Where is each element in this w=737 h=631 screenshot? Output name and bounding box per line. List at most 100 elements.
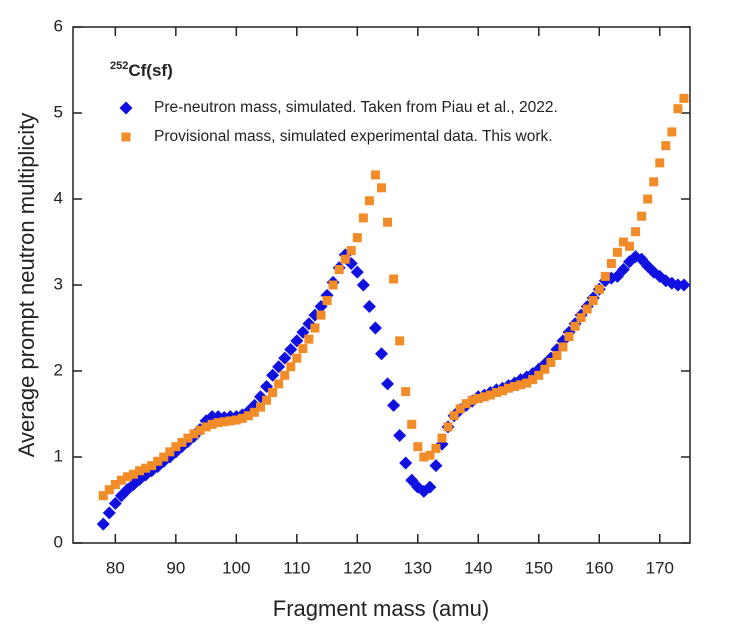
point — [108, 496, 122, 510]
point — [350, 265, 364, 279]
point — [473, 394, 483, 404]
point — [516, 380, 526, 390]
point — [606, 259, 616, 268]
point — [437, 433, 447, 443]
point — [407, 419, 417, 429]
point — [673, 104, 683, 114]
point — [546, 357, 556, 367]
point — [284, 343, 298, 356]
point — [461, 399, 471, 409]
annotation-text: Cf(sf) — [128, 61, 172, 80]
point — [497, 386, 507, 396]
point — [135, 466, 145, 476]
point — [564, 332, 574, 342]
point — [102, 506, 116, 520]
point — [368, 321, 382, 335]
x-axis-label: Fragment mass (amu) — [273, 596, 489, 621]
point — [419, 452, 429, 462]
point — [249, 407, 259, 417]
point — [364, 196, 374, 206]
point — [570, 321, 580, 331]
x-tick-label: 140 — [464, 558, 492, 577]
point — [183, 433, 193, 443]
point — [231, 415, 241, 425]
point — [612, 247, 622, 257]
point — [110, 480, 120, 490]
point — [159, 452, 169, 462]
y-tick-label: 3 — [54, 274, 63, 293]
point — [375, 347, 388, 361]
y-tick-label: 4 — [54, 188, 63, 207]
point — [268, 388, 278, 397]
x-tick-label: 120 — [343, 558, 371, 577]
point — [655, 158, 665, 168]
point — [219, 417, 229, 427]
point — [280, 370, 290, 380]
point — [534, 370, 544, 380]
y-tick-label: 6 — [54, 16, 63, 35]
point — [510, 381, 520, 391]
point — [122, 472, 132, 482]
point — [491, 388, 501, 397]
point — [540, 364, 550, 374]
point — [237, 413, 247, 423]
x-tick-label: 170 — [646, 558, 674, 577]
point — [616, 263, 630, 277]
point — [340, 254, 350, 264]
point — [286, 362, 296, 372]
point — [370, 170, 380, 180]
point — [383, 217, 393, 227]
point — [322, 295, 332, 305]
point — [189, 429, 199, 439]
x-tick-label: 130 — [404, 558, 432, 577]
point — [304, 334, 314, 344]
point — [352, 233, 362, 243]
point — [594, 284, 604, 294]
point — [278, 351, 292, 365]
point — [128, 469, 138, 479]
point — [201, 422, 211, 432]
point — [104, 485, 114, 495]
point — [243, 411, 253, 421]
point — [141, 463, 151, 473]
y-tick-label: 5 — [54, 102, 63, 121]
point — [582, 304, 592, 314]
x-tick-label: 150 — [525, 558, 553, 577]
point — [552, 351, 562, 361]
point — [207, 419, 217, 429]
point — [116, 475, 126, 485]
point — [213, 418, 223, 428]
annotation: 252Cf(sf) — [110, 60, 173, 81]
point — [522, 378, 532, 388]
x-tick-label: 90 — [166, 558, 185, 577]
point — [429, 459, 443, 473]
point — [381, 377, 395, 391]
point — [677, 278, 691, 292]
point — [643, 194, 653, 204]
legend-marker — [121, 132, 131, 142]
point — [298, 344, 308, 354]
point — [98, 491, 108, 501]
annotation-superscript: 252 — [110, 60, 128, 72]
point — [377, 183, 386, 193]
point — [399, 456, 413, 470]
legend-marker — [119, 101, 133, 115]
point — [600, 271, 610, 281]
legend-label: Provisional mass, simulated experimental… — [154, 128, 553, 145]
point — [147, 461, 157, 471]
point — [171, 442, 181, 452]
point — [389, 274, 399, 284]
point — [395, 336, 405, 346]
point — [195, 425, 205, 435]
point — [362, 300, 376, 313]
point — [165, 447, 175, 457]
point — [266, 368, 280, 382]
point — [225, 416, 235, 426]
point — [679, 93, 689, 103]
y-tick-label: 1 — [54, 446, 63, 465]
x-tick-label: 110 — [283, 558, 310, 577]
point — [274, 379, 284, 389]
y-tick-label: 0 — [54, 532, 63, 551]
y-tick-label: 2 — [54, 360, 63, 379]
